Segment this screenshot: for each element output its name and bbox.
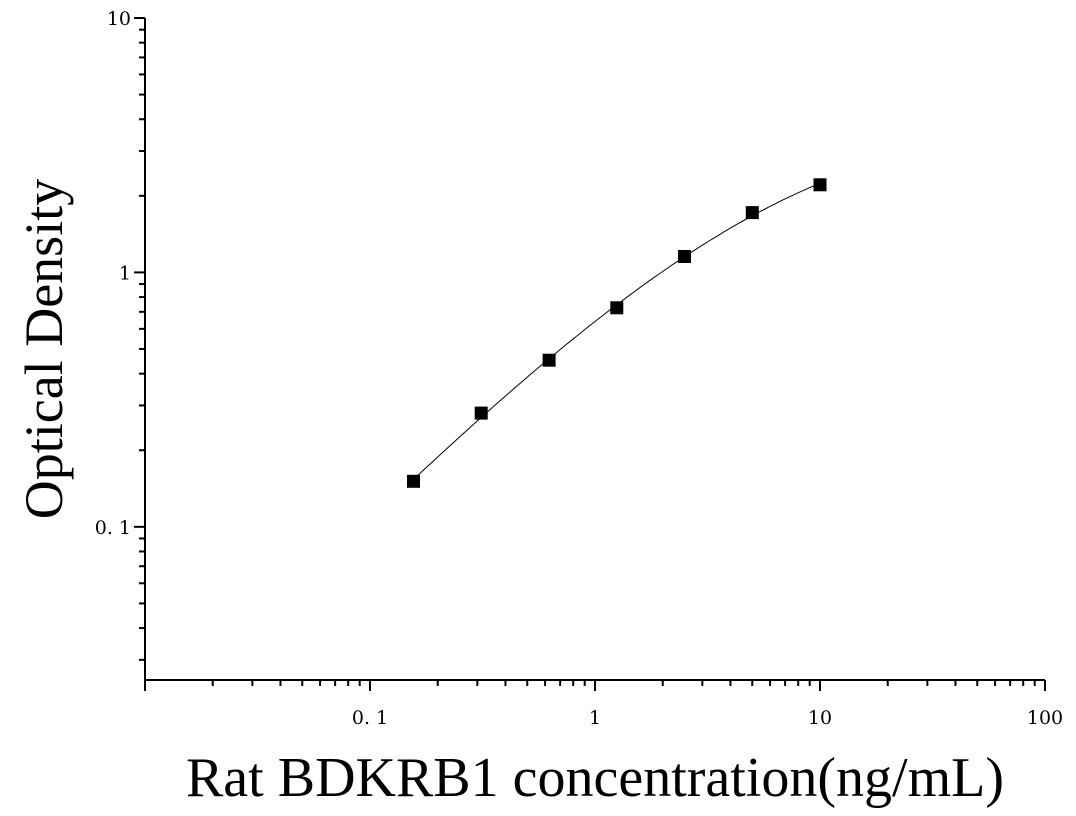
x-tick-label: 0. 1 [352,707,388,729]
data-point [678,250,691,263]
data-point [610,301,624,315]
data-points [407,178,827,488]
y-axis-title: Optical Density [14,179,74,519]
x-axis-title: Rat BDKRB1 concentration(ng/mL) [186,747,1004,809]
axes [144,18,1045,681]
ticks [134,17,1046,691]
tick-labels: 0. 1 1 10 100 0. 1 1 10 [95,8,1063,729]
data-point [407,474,420,488]
x-tick-label: 10 [808,707,832,729]
x-tick-label: 1 [589,707,601,729]
y-tick-label: 10 [107,8,131,30]
fit-curve [413,182,821,480]
data-point [745,206,759,220]
data-point [542,353,556,367]
x-tick-label: 100 [1027,707,1063,729]
y-tick-label: 0. 1 [95,517,131,539]
data-point [813,178,827,192]
y-tick-label: 1 [119,262,131,284]
data-point [474,406,488,420]
